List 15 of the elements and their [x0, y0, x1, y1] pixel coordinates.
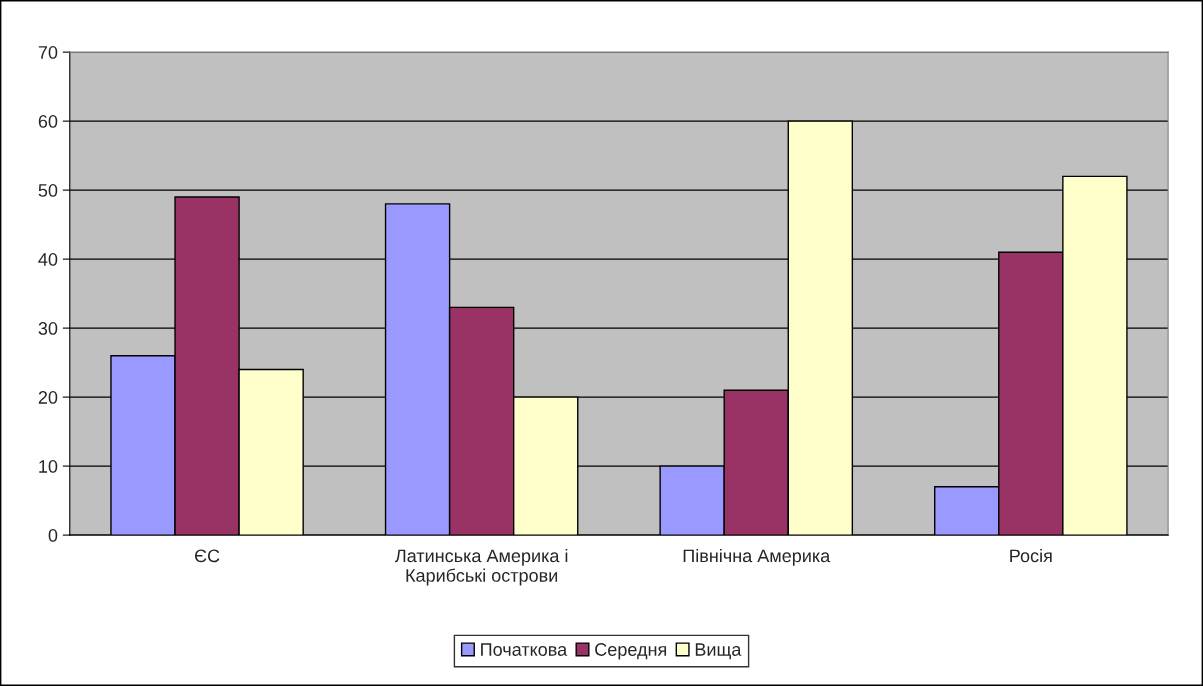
y-tick-label: 30 — [38, 322, 58, 335]
x-tick-label: ЄС — [194, 549, 220, 563]
y-tick-label: 70 — [38, 46, 58, 59]
y-tick-label: 60 — [38, 115, 58, 128]
y-tick-label: 10 — [39, 460, 58, 473]
x-tick-label: Латинська Америка і Карибські острови — [395, 548, 568, 586]
y-tick-label: 40 — [38, 253, 58, 266]
legend-label: Початкова — [481, 643, 568, 656]
y-tick-label: 0 — [48, 529, 58, 542]
x-tick-label: Росія — [1010, 548, 1052, 563]
x-tick-label: Північна Америка — [683, 548, 831, 566]
legend-label: Середня — [595, 643, 667, 660]
y-tick-label: 50 — [38, 184, 58, 197]
y-tick-label: 20 — [38, 391, 58, 404]
legend-label: Вища — [695, 643, 742, 660]
